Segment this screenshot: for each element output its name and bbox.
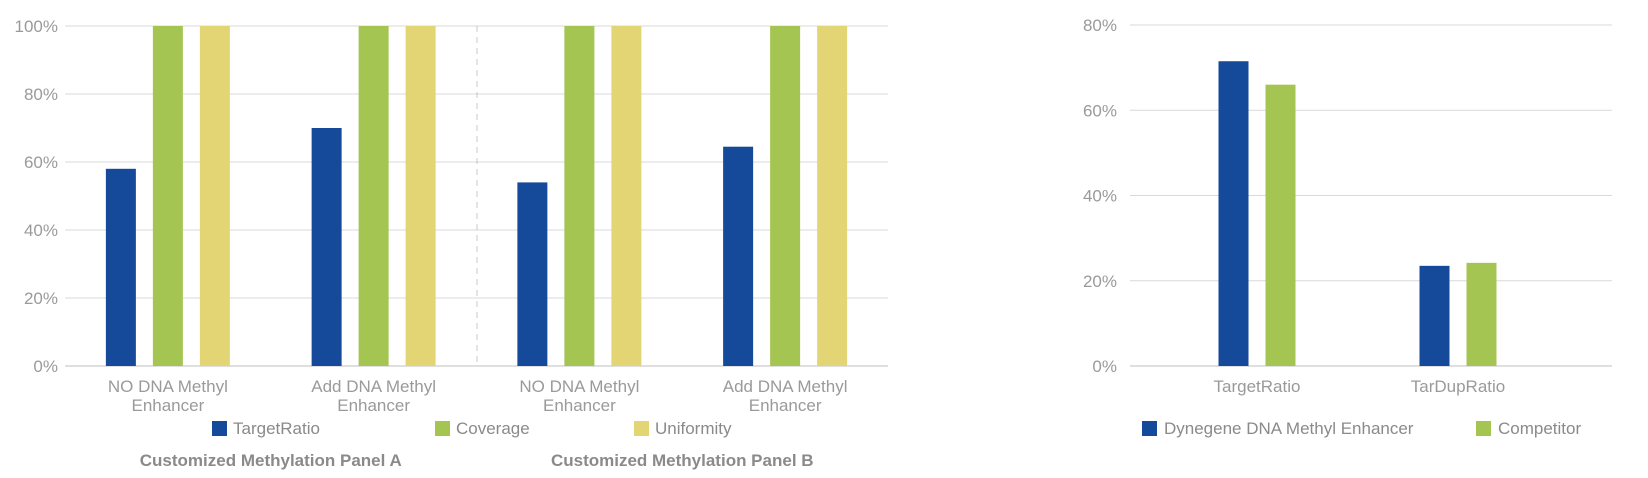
- y-tick-label: 80%: [24, 85, 58, 104]
- y-tick-label: 60%: [1083, 101, 1117, 120]
- legend-swatch: [435, 421, 450, 436]
- category-label: NO DNA Methyl: [108, 377, 228, 396]
- legend-label: Competitor: [1498, 419, 1581, 438]
- y-tick-label: 80%: [1083, 16, 1117, 35]
- left-bar-chart: 0%20%40%60%80%100%NO DNA MethylEnhancerA…: [15, 17, 888, 470]
- y-tick-label: 20%: [24, 289, 58, 308]
- bar-uniformity: [817, 26, 848, 366]
- category-label: TargetRatio: [1214, 377, 1301, 396]
- category-label: Enhancer: [337, 396, 410, 415]
- bar-uniformity: [199, 26, 230, 366]
- bar-competitor: [1466, 262, 1497, 366]
- category-label: Add DNA Methyl: [311, 377, 436, 396]
- y-tick-label: 20%: [1083, 272, 1117, 291]
- panel-title: Customized Methylation Panel B: [551, 451, 814, 470]
- legend-label: TargetRatio: [233, 419, 320, 438]
- y-tick-label: 60%: [24, 153, 58, 172]
- legend-swatch: [1476, 421, 1491, 436]
- legend-label: Coverage: [456, 419, 530, 438]
- bar-dynegene: [1218, 61, 1249, 366]
- y-tick-label: 40%: [1083, 187, 1117, 206]
- bar-dynegene: [1419, 265, 1450, 366]
- right-bar-chart: 0% 20% 40% 60% 80% TargetRatio TarDupRatio Dyne…: [1083, 16, 1612, 438]
- legend-label: Uniformity: [655, 419, 732, 438]
- legend-swatch: [634, 421, 649, 436]
- bar-uniformity: [405, 26, 436, 366]
- panel-title: Customized Methylation Panel A: [140, 451, 402, 470]
- category-label: Enhancer: [543, 396, 616, 415]
- bar-targetratio: [105, 168, 136, 366]
- bar-uniformity: [611, 26, 642, 366]
- y-tick-label: 100%: [15, 17, 58, 36]
- category-label: TarDupRatio: [1411, 377, 1506, 396]
- bar-coverage: [152, 26, 183, 366]
- legend-label: Dynegene DNA Methyl Enhancer: [1164, 419, 1414, 438]
- y-tick-label: 0%: [1092, 357, 1117, 376]
- category-label: NO DNA Methyl: [519, 377, 639, 396]
- category-label: Enhancer: [749, 396, 822, 415]
- category-label: Add DNA Methyl: [723, 377, 848, 396]
- category-label: Enhancer: [131, 396, 204, 415]
- bar-coverage: [358, 26, 389, 366]
- legend-swatch: [212, 421, 227, 436]
- bar-targetratio: [723, 146, 754, 366]
- y-tick-label: 0%: [33, 357, 58, 376]
- bar-competitor: [1265, 84, 1296, 367]
- bar-coverage: [564, 26, 595, 366]
- bar-targetratio: [517, 182, 548, 366]
- bar-coverage: [770, 26, 801, 366]
- bar-targetratio: [311, 128, 342, 366]
- y-tick-label: 40%: [24, 221, 58, 240]
- legend-swatch: [1142, 421, 1157, 436]
